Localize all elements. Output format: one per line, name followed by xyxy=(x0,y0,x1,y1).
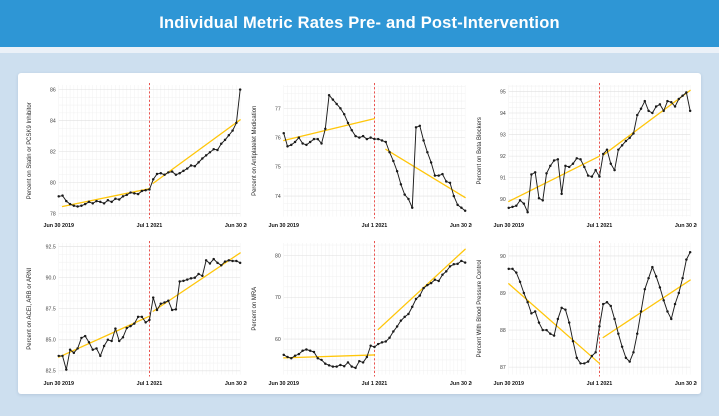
y-axis-label: Percent on MRA xyxy=(252,286,258,330)
svg-text:78: 78 xyxy=(50,211,56,217)
y-axis-label: Percent on Statin or PCSK9 Inhibitor xyxy=(27,102,33,199)
svg-text:Jul 1 2021: Jul 1 2021 xyxy=(137,381,163,387)
svg-text:Jun 30 2023: Jun 30 2023 xyxy=(450,223,472,229)
chart-mra: Percent on MRA 60 70 80 Jun 30 2019 Jul 1 20… xyxy=(247,234,472,392)
svg-text:Jul 1 2021: Jul 1 2021 xyxy=(362,381,388,387)
svg-text:84: 84 xyxy=(50,118,56,124)
chart-blood-pressure-control: Percent With Blood Pressure Control 87 88… xyxy=(472,234,697,392)
svg-text:Jun 30 2023: Jun 30 2023 xyxy=(675,223,697,229)
svg-text:93: 93 xyxy=(500,132,506,138)
chart-acei-arb-arni: Percent on ACEI, ARB or ARNI 82.5 85.0 87.… xyxy=(22,234,247,392)
line-plot: Percent on MRA 60 70 80 Jun 30 2019 Jul 1 20… xyxy=(252,240,472,387)
y-axis-label: Percent With Blood Pressure Control xyxy=(477,259,483,357)
svg-text:Jun 30 2023: Jun 30 2023 xyxy=(450,381,472,387)
svg-text:Jun 30 2023: Jun 30 2023 xyxy=(675,381,697,387)
chart-beta-blockers: Percent on Beta Blockers 90 91 92 93 94 95 Jun… xyxy=(472,76,697,234)
svg-text:Jun 30 2019: Jun 30 2019 xyxy=(43,223,73,229)
page-title: Individual Metric Rates Pre- and Post-In… xyxy=(159,14,560,32)
svg-text:Jun 30 2023: Jun 30 2023 xyxy=(225,381,247,387)
line-plot: Percent on ACEI, ARB or ARNI 82.5 85.0 87.… xyxy=(27,240,247,387)
svg-text:88: 88 xyxy=(500,327,506,333)
svg-text:82: 82 xyxy=(50,149,56,155)
svg-text:Jun 30 2023: Jun 30 2023 xyxy=(225,223,247,229)
svg-text:91: 91 xyxy=(500,176,506,182)
svg-text:90: 90 xyxy=(500,253,506,259)
svg-text:95: 95 xyxy=(500,89,506,95)
svg-text:92.5: 92.5 xyxy=(46,244,56,250)
title-bar: Individual Metric Rates Pre- and Post-In… xyxy=(0,0,719,47)
svg-text:80: 80 xyxy=(50,180,56,186)
chart-antiplatelet: Percent on Antiplatelet Medication 74 75 7… xyxy=(247,76,472,234)
y-axis-label: Percent on Antiplatelet Medication xyxy=(252,106,258,196)
svg-text:Jul 1 2021: Jul 1 2021 xyxy=(587,381,613,387)
svg-text:Jul 1 2021: Jul 1 2021 xyxy=(137,223,163,229)
svg-text:94: 94 xyxy=(500,111,506,117)
svg-text:82.5: 82.5 xyxy=(46,368,56,374)
svg-text:77: 77 xyxy=(275,106,281,112)
svg-text:70: 70 xyxy=(275,295,281,301)
svg-text:60: 60 xyxy=(275,336,281,342)
svg-text:Jul 1 2021: Jul 1 2021 xyxy=(587,223,613,229)
line-plot: Percent on Antiplatelet Medication 74 75 7… xyxy=(252,82,472,229)
svg-text:92: 92 xyxy=(500,154,506,160)
svg-text:Jun 30 2019: Jun 30 2019 xyxy=(268,223,298,229)
svg-text:Jul 1 2021: Jul 1 2021 xyxy=(362,223,388,229)
svg-text:89: 89 xyxy=(500,290,506,296)
chart-statin-pcsk9: Percent on Statin or PCSK9 Inhibitor 78 8… xyxy=(22,76,247,234)
svg-text:86: 86 xyxy=(50,88,56,94)
svg-text:85.0: 85.0 xyxy=(46,337,56,343)
title-bar-divider xyxy=(0,47,719,53)
svg-text:Jun 30 2019: Jun 30 2019 xyxy=(493,223,523,229)
svg-text:80: 80 xyxy=(275,253,281,259)
svg-text:87.5: 87.5 xyxy=(46,306,56,312)
svg-text:75: 75 xyxy=(275,165,281,171)
svg-text:87: 87 xyxy=(500,365,506,371)
dashboard-panel: Percent on Statin or PCSK9 Inhibitor 78 8… xyxy=(18,73,701,394)
y-axis-label: Percent on Beta Blockers xyxy=(477,117,483,184)
svg-text:90: 90 xyxy=(500,197,506,203)
svg-text:Jun 30 2019: Jun 30 2019 xyxy=(493,381,523,387)
svg-text:76: 76 xyxy=(275,135,281,141)
line-plot: Percent With Blood Pressure Control 87 88… xyxy=(477,240,697,387)
svg-text:Jun 30 2019: Jun 30 2019 xyxy=(43,381,73,387)
line-plot: Percent on Beta Blockers 90 91 92 93 94 95 Jun… xyxy=(477,82,697,229)
svg-text:90.0: 90.0 xyxy=(46,275,56,281)
charts-grid: Percent on Statin or PCSK9 Inhibitor 78 8… xyxy=(22,76,697,391)
line-plot: Percent on Statin or PCSK9 Inhibitor 78 8… xyxy=(27,82,247,229)
svg-text:Jun 30 2019: Jun 30 2019 xyxy=(268,381,298,387)
y-axis-label: Percent on ACEI, ARB or ARNI xyxy=(27,267,33,349)
svg-text:74: 74 xyxy=(275,194,281,200)
